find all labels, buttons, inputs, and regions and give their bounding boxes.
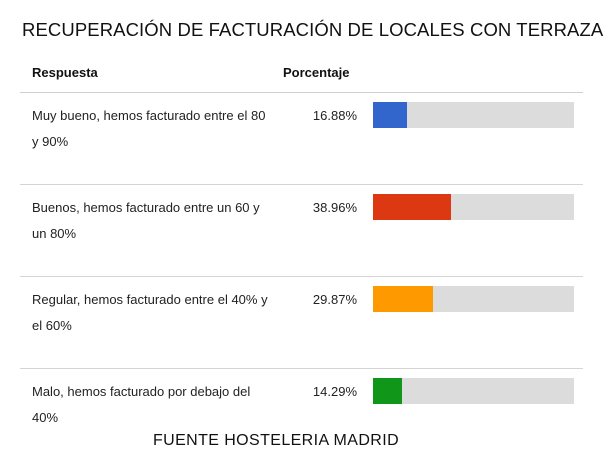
chart-title: RECUPERACIÓN DE FACTURACIÓN DE LOCALES C… [22,19,604,40]
row-divider [20,184,583,185]
table-row: Buenos, hemos facturado entre un 60 y un… [0,185,609,277]
answer-label: Buenos, hemos facturado entre un 60 y un… [32,200,260,241]
table-row: Malo, hemos facturado por debajo del 40%… [0,369,609,461]
row-divider [20,276,583,277]
table-row: Muy bueno, hemos facturado entre el 80 y… [0,93,609,185]
column-header-answer: Respuesta [32,65,98,80]
row-divider [20,368,583,369]
bar-fill [373,194,452,220]
results-table: Muy bueno, hemos facturado entre el 80 y… [0,93,609,461]
header-divider [20,92,583,93]
percentage-label: 29.87% [312,292,357,307]
bar-fill [373,102,407,128]
answer-label: Malo, hemos facturado por debajo del 40% [32,384,251,425]
bar-fill [373,378,402,404]
bar-fill [373,286,434,312]
percentage-label: 14.29% [312,384,357,399]
bar-track [373,194,574,220]
answer-label: Muy bueno, hemos facturado entre el 80 y… [32,108,266,149]
percentage-label: 16.88% [312,108,357,123]
bar-track [373,102,574,128]
bar-track [373,286,574,312]
percentage-label: 38.96% [312,200,357,215]
answer-label: Regular, hemos facturado entre el 40% y … [32,292,268,333]
source-caption: FUENTE HOSTELERIA MADRID [152,432,400,449]
column-header-percentage: Porcentaje [283,65,350,80]
bar-track [373,378,574,404]
table-row: Regular, hemos facturado entre el 40% y … [0,277,609,369]
